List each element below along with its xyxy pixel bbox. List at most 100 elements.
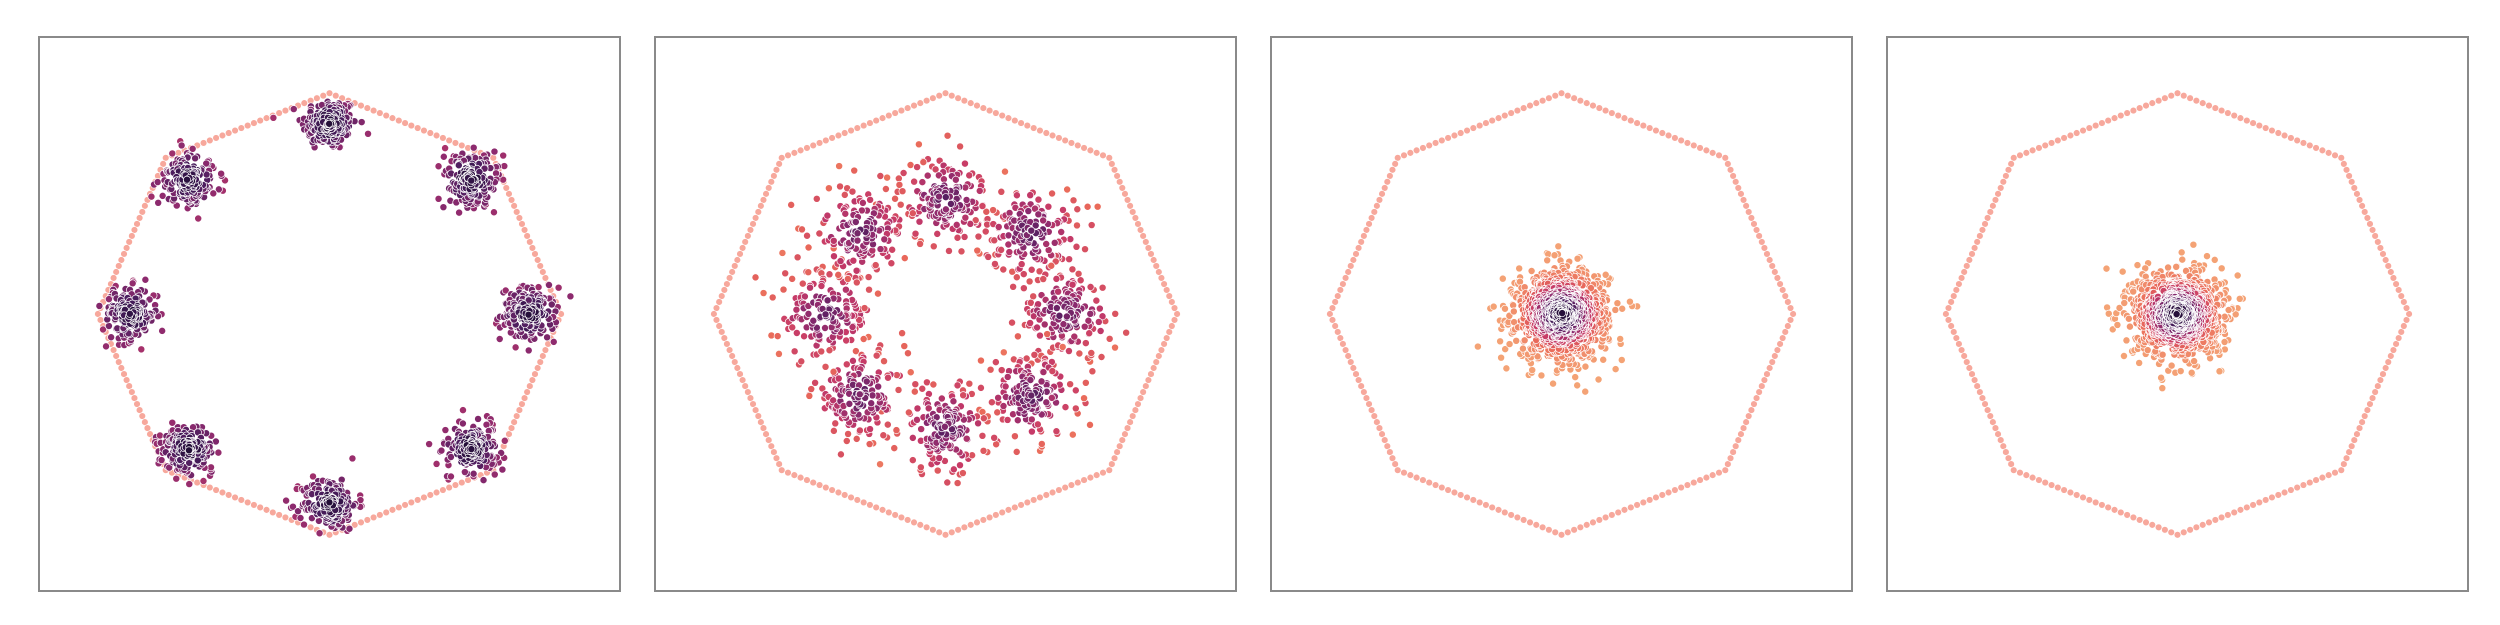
scatter-point <box>962 434 971 443</box>
boundary-marker <box>275 109 283 117</box>
boundary-marker <box>1952 286 1961 294</box>
scatter-point <box>974 232 983 241</box>
scatter-point <box>953 233 962 242</box>
boundary-marker <box>401 119 409 127</box>
boundary-marker <box>300 99 308 107</box>
boundary-marker <box>757 202 765 210</box>
scatter-point <box>1027 415 1036 424</box>
scatter-point <box>289 105 298 114</box>
boundary-marker <box>531 370 539 378</box>
scatter-point <box>989 206 997 214</box>
boundary-marker <box>2135 516 2144 524</box>
scatter-point <box>1039 368 1048 377</box>
boundary-marker <box>1702 473 1711 482</box>
scatter-point <box>811 378 820 387</box>
boundary-marker <box>2104 503 2112 512</box>
boundary-marker <box>1373 202 1381 210</box>
boundary-marker <box>922 96 931 105</box>
boundary-marker <box>916 99 924 107</box>
boundary-marker <box>2224 109 2232 117</box>
boundary-marker <box>1463 493 1471 502</box>
boundary-marker <box>2340 460 2348 468</box>
boundary-marker <box>1488 503 1496 512</box>
scatter-point <box>1073 221 1081 230</box>
boundary-marker <box>809 478 817 487</box>
boundary-marker <box>1110 166 1119 174</box>
boundary-marker <box>1970 376 1979 384</box>
scatter-point <box>1571 373 1580 382</box>
scatter-point <box>1013 332 1022 341</box>
scatter-point <box>960 233 969 241</box>
boundary-marker <box>1765 256 1774 264</box>
scatter-point <box>1496 337 1505 346</box>
boundary-marker <box>1752 394 1761 402</box>
panel-1-plot <box>94 89 575 539</box>
boundary-marker <box>1677 136 1685 145</box>
scatter-point <box>1122 328 1131 337</box>
boundary-marker <box>1997 436 2005 444</box>
boundary-marker <box>1113 172 1121 180</box>
scatter-point <box>325 119 334 128</box>
boundary-marker <box>751 406 760 414</box>
boundary-marker <box>1745 412 1753 420</box>
scatter-point <box>458 419 467 428</box>
boundary-marker <box>948 528 956 536</box>
scatter-point <box>916 239 924 248</box>
scatter-point <box>888 245 897 254</box>
scatter-point <box>931 165 940 174</box>
boundary-marker <box>1004 114 1013 122</box>
scatter-point <box>1048 367 1057 376</box>
boundary-marker <box>1067 139 1076 147</box>
boundary-marker <box>2358 418 2366 426</box>
boundary-marker <box>2293 136 2301 145</box>
boundary-marker <box>2142 518 2150 527</box>
scatter-point <box>908 433 917 442</box>
boundary-marker <box>775 160 783 168</box>
scatter-point <box>779 285 788 294</box>
scatter-point <box>2120 352 2128 360</box>
boundary-marker <box>1551 528 1559 536</box>
boundary-marker <box>1360 388 1368 396</box>
scatter-point <box>511 343 520 352</box>
scatter-point <box>1062 312 1071 321</box>
boundary-marker <box>815 481 824 489</box>
boundary-marker <box>2199 99 2207 107</box>
scatter-point <box>455 208 464 217</box>
scatter-point <box>1601 270 1610 279</box>
scatter-point <box>918 384 927 393</box>
boundary-marker <box>2236 114 2245 122</box>
boundary-marker <box>1763 370 1771 378</box>
boundary-marker <box>979 104 988 112</box>
boundary-marker <box>1149 256 1158 264</box>
boundary-marker <box>1620 506 1629 514</box>
boundary-marker <box>759 424 768 432</box>
boundary-marker <box>1986 208 1994 216</box>
boundary-marker <box>2387 268 2395 276</box>
boundary-marker <box>834 488 843 497</box>
boundary-marker <box>992 109 1000 117</box>
boundary-marker <box>1017 501 1025 509</box>
boundary-marker <box>2010 466 2018 474</box>
boundary-marker <box>1457 491 1465 499</box>
scatter-point <box>2233 271 2242 280</box>
boundary-marker <box>2350 184 2358 192</box>
scatter-point <box>923 171 932 180</box>
boundary-marker <box>2079 493 2087 502</box>
scatter-point <box>788 274 797 283</box>
boundary-marker <box>225 491 233 499</box>
scatter-point <box>1042 240 1051 248</box>
boundary-marker <box>1386 448 1394 456</box>
boundary-marker <box>1776 280 1784 288</box>
boundary-marker <box>1357 382 1365 390</box>
scatter-point <box>1092 296 1101 305</box>
boundary-marker <box>1968 250 1976 258</box>
scatter-point <box>852 266 861 275</box>
boundary-marker <box>2211 104 2220 112</box>
scatter-point <box>840 190 849 199</box>
boundary-marker <box>2129 106 2138 115</box>
boundary-marker <box>2324 471 2333 479</box>
boundary-marker <box>1419 144 1427 152</box>
scatter-point <box>924 404 933 413</box>
scatter-point <box>1087 221 1096 229</box>
scatter-point <box>876 460 884 469</box>
